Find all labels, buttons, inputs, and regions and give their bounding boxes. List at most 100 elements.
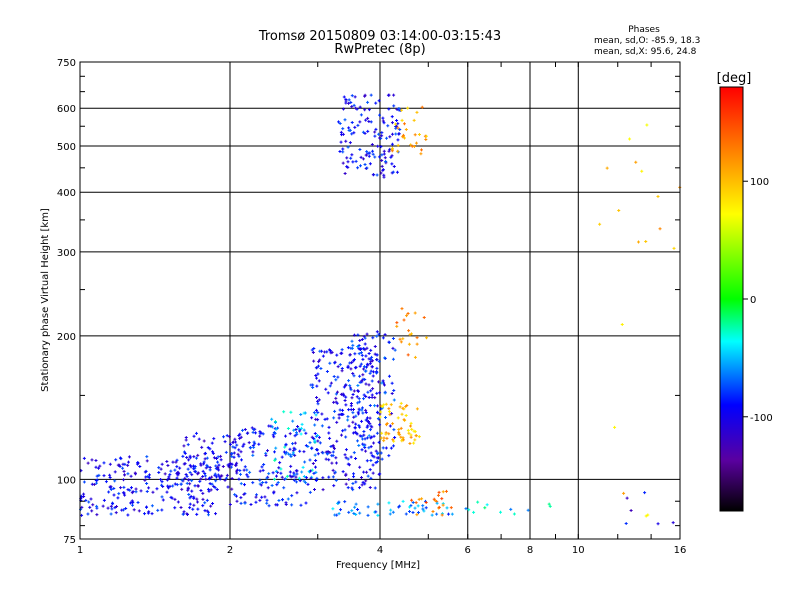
data-point bbox=[380, 405, 384, 409]
data-point bbox=[171, 460, 175, 464]
data-point bbox=[332, 447, 336, 451]
data-point bbox=[364, 394, 368, 398]
data-point bbox=[404, 512, 408, 516]
data-point bbox=[123, 462, 127, 466]
y-tick-label: 200 bbox=[57, 332, 76, 343]
data-point bbox=[332, 484, 336, 488]
data-point bbox=[255, 493, 259, 497]
data-point bbox=[80, 513, 84, 517]
data-point bbox=[310, 348, 314, 352]
data-point bbox=[320, 424, 324, 428]
data-point bbox=[328, 361, 332, 365]
data-point bbox=[224, 450, 228, 454]
data-point bbox=[84, 498, 88, 502]
data-point bbox=[402, 318, 406, 322]
data-point bbox=[383, 391, 387, 395]
data-point bbox=[335, 439, 339, 443]
data-point bbox=[182, 510, 186, 514]
data-point bbox=[204, 477, 208, 481]
data-point bbox=[337, 120, 341, 124]
data-point bbox=[404, 404, 408, 408]
data-point bbox=[387, 454, 391, 458]
data-point bbox=[384, 402, 388, 406]
data-point bbox=[270, 425, 274, 429]
data-point bbox=[432, 497, 436, 501]
data-point bbox=[121, 466, 125, 470]
data-point bbox=[358, 120, 362, 124]
data-point bbox=[345, 165, 349, 169]
data-point bbox=[201, 469, 205, 473]
data-point bbox=[415, 110, 419, 114]
data-point bbox=[356, 123, 360, 127]
data-point bbox=[266, 486, 270, 490]
data-point bbox=[331, 468, 335, 472]
x-axis-label: Frequency [MHz] bbox=[336, 560, 420, 571]
data-point bbox=[299, 432, 303, 436]
data-point bbox=[215, 457, 219, 461]
data-point bbox=[291, 419, 295, 423]
data-point bbox=[261, 481, 265, 485]
data-point bbox=[358, 486, 362, 490]
data-point bbox=[644, 239, 648, 243]
data-point bbox=[261, 432, 265, 436]
data-point bbox=[314, 459, 318, 463]
data-point bbox=[199, 489, 203, 493]
data-point bbox=[316, 452, 320, 456]
data-point bbox=[390, 115, 394, 119]
data-point bbox=[358, 347, 362, 351]
data-point bbox=[392, 388, 396, 392]
data-point bbox=[373, 345, 377, 349]
data-point bbox=[401, 438, 405, 442]
data-point bbox=[380, 431, 384, 435]
data-point bbox=[264, 480, 268, 484]
data-point bbox=[304, 481, 308, 485]
data-point bbox=[358, 434, 362, 438]
data-point bbox=[113, 506, 117, 510]
data-point bbox=[483, 506, 487, 510]
data-point bbox=[413, 133, 417, 137]
chart-title: Tromsø 20150809 03:14:00-03:15:43 bbox=[258, 29, 501, 44]
data-point bbox=[419, 152, 423, 156]
data-point bbox=[367, 396, 371, 400]
data-point bbox=[390, 412, 394, 416]
data-point bbox=[243, 501, 247, 505]
data-point bbox=[367, 446, 371, 450]
data-point bbox=[346, 457, 350, 461]
data-point bbox=[344, 395, 348, 399]
data-point bbox=[180, 478, 184, 482]
data-point bbox=[208, 468, 212, 472]
data-point bbox=[335, 420, 339, 424]
data-point bbox=[300, 422, 304, 426]
data-point bbox=[414, 501, 418, 505]
data-point bbox=[308, 458, 312, 462]
data-point bbox=[396, 143, 400, 147]
data-point bbox=[375, 353, 379, 357]
data-point bbox=[115, 504, 119, 508]
data-point bbox=[376, 404, 380, 408]
data-point bbox=[373, 134, 377, 138]
data-point bbox=[363, 378, 367, 382]
y-axis-label: Stationary phase Virtual Height [km] bbox=[40, 208, 51, 392]
data-point bbox=[360, 379, 364, 383]
data-point bbox=[216, 460, 220, 464]
data-point bbox=[407, 342, 411, 346]
data-point bbox=[274, 469, 278, 473]
data-point bbox=[376, 452, 380, 456]
data-point bbox=[672, 246, 676, 250]
data-point bbox=[341, 147, 345, 151]
x-tick-label: 8 bbox=[527, 545, 533, 556]
data-point bbox=[252, 440, 256, 444]
data-point bbox=[166, 484, 170, 488]
data-point bbox=[355, 439, 359, 443]
data-point bbox=[113, 470, 117, 474]
data-point bbox=[364, 118, 368, 122]
data-point bbox=[281, 498, 285, 502]
data-point bbox=[399, 435, 403, 439]
data-point bbox=[368, 422, 372, 426]
data-point bbox=[382, 383, 386, 387]
data-point bbox=[416, 504, 420, 508]
data-point bbox=[117, 492, 121, 496]
data-point bbox=[230, 477, 234, 481]
data-point bbox=[127, 460, 131, 464]
x-tick-label: 2 bbox=[227, 545, 233, 556]
